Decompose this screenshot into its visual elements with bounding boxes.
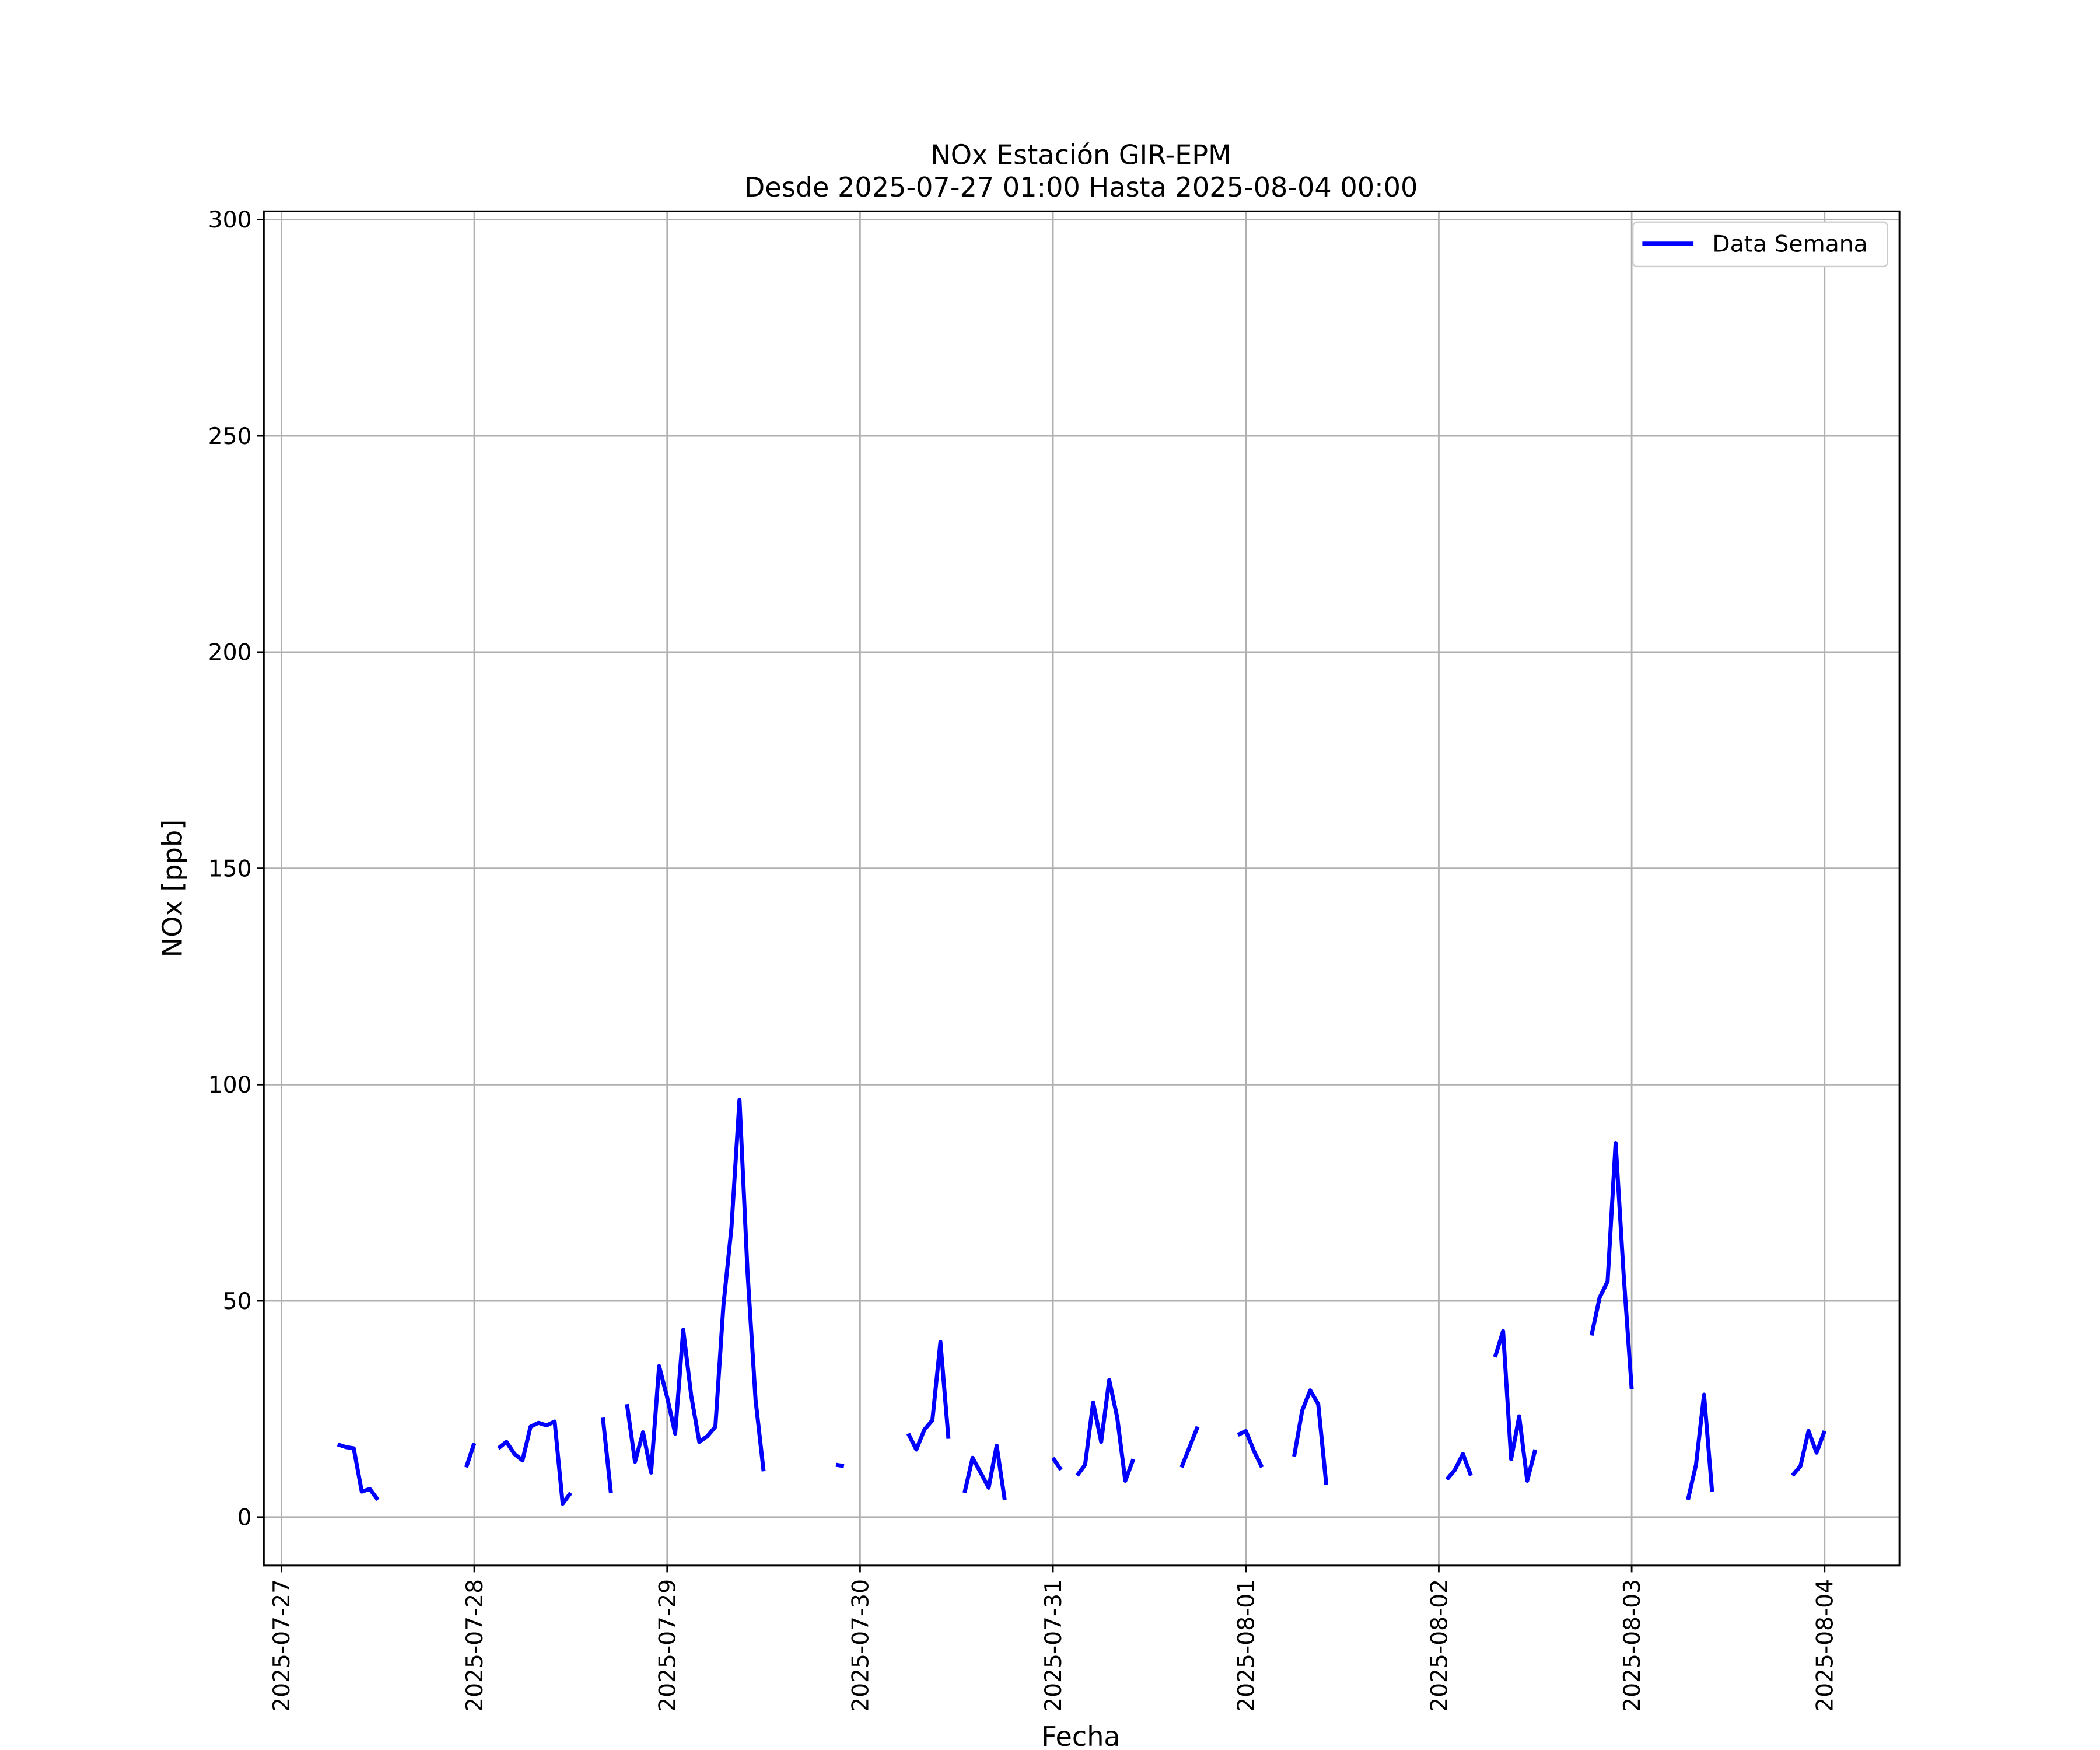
- x-tick-label: 2025-08-03: [1619, 1579, 1646, 1712]
- y-tick-label: 150: [208, 856, 252, 882]
- x-tick-label: 2025-08-02: [1426, 1579, 1452, 1712]
- chart-subtitle: Desde 2025-07-27 01:00 Hasta 2025-08-04 …: [744, 172, 1418, 203]
- y-tick-label: 50: [223, 1289, 252, 1315]
- y-tick-label: 200: [208, 640, 252, 666]
- x-tick-label: 2025-08-01: [1234, 1579, 1260, 1712]
- legend-box: [1632, 221, 1888, 268]
- legend-label: Data Semana: [1712, 232, 1867, 258]
- y-tick-label: 100: [208, 1072, 252, 1098]
- plot-frame: [262, 210, 1901, 1567]
- y-tick-label: 300: [208, 207, 252, 233]
- x-tick-label: 2025-07-27: [269, 1579, 295, 1712]
- data-line: [337, 1097, 1827, 1506]
- y-tick-label: 0: [237, 1505, 252, 1531]
- x-tick-label: 2025-07-28: [462, 1579, 488, 1712]
- x-tick-label: 2025-08-04: [1812, 1579, 1839, 1712]
- x-tick-label: 2025-07-31: [1041, 1579, 1067, 1712]
- legend: Data Semana: [1632, 221, 1888, 268]
- chart-title: NOx Estación GIR-EPM: [930, 139, 1231, 171]
- x-axis-label: Fecha: [1041, 1721, 1120, 1750]
- y-axis-label: NOx [ppb]: [157, 820, 188, 958]
- y-tick-label: 250: [208, 424, 252, 450]
- x-tick-label: 2025-07-30: [848, 1579, 874, 1712]
- x-tick-label: 2025-07-29: [655, 1579, 681, 1712]
